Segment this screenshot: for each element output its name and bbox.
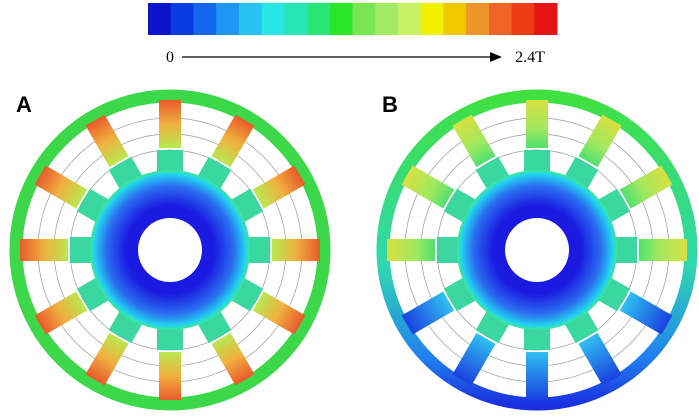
stator-pole bbox=[526, 352, 548, 400]
stator-pole bbox=[252, 291, 306, 335]
colorbar-swatch bbox=[488, 3, 513, 35]
motors bbox=[9, 89, 698, 411]
colorbar-swatch bbox=[170, 3, 194, 35]
colorbar-swatch bbox=[352, 3, 376, 35]
stator-ring bbox=[9, 89, 331, 411]
stator-pole bbox=[211, 332, 255, 386]
colorbar-swatch bbox=[329, 3, 353, 35]
colorbar-swatch bbox=[284, 3, 308, 35]
stator-pole bbox=[85, 114, 129, 168]
stator-pole bbox=[401, 165, 455, 209]
stator-pole bbox=[252, 165, 306, 209]
colorbar-swatch bbox=[148, 3, 172, 35]
stator-pole bbox=[452, 114, 496, 168]
colorbar-swatch bbox=[420, 3, 444, 35]
stator-pole bbox=[452, 332, 496, 386]
stator-pole bbox=[619, 291, 673, 335]
stator-pole bbox=[401, 291, 455, 335]
motor bbox=[9, 89, 331, 411]
stator-pole bbox=[34, 165, 88, 209]
stator-pole bbox=[578, 114, 622, 168]
stator-pole bbox=[159, 352, 181, 400]
motor bbox=[376, 89, 698, 411]
stator-pole bbox=[387, 239, 435, 261]
stator-pole bbox=[619, 165, 673, 209]
stator-pole bbox=[34, 291, 88, 335]
colorbar bbox=[148, 3, 558, 35]
colorbar-max: 2.4T bbox=[515, 49, 545, 66]
colorbar-swatch bbox=[534, 3, 558, 35]
colorbar-swatch bbox=[443, 3, 467, 35]
panel-label: B bbox=[382, 92, 398, 117]
stator-ring bbox=[376, 89, 698, 411]
colorbar-swatch bbox=[261, 3, 285, 35]
colorbar-swatch bbox=[511, 3, 535, 35]
colorbar-swatch bbox=[375, 3, 399, 35]
colorbar-swatch bbox=[216, 3, 240, 35]
colorbar-swatch bbox=[307, 3, 331, 35]
arrow-head bbox=[490, 52, 502, 62]
stator-pole bbox=[578, 332, 622, 386]
stator-pole bbox=[526, 100, 548, 148]
stator-pole bbox=[211, 114, 255, 168]
stator-pole bbox=[159, 100, 181, 148]
stator-pole bbox=[272, 239, 320, 261]
stator-pole bbox=[20, 239, 68, 261]
colorbar-min: 0 bbox=[166, 49, 174, 66]
colorbar-swatch bbox=[466, 3, 490, 35]
colorbar-swatch bbox=[238, 3, 263, 35]
colorbar-swatch bbox=[397, 3, 422, 35]
stator-pole bbox=[85, 332, 129, 386]
shaft bbox=[138, 218, 202, 282]
colorbar-swatch bbox=[193, 3, 217, 35]
stator-pole bbox=[639, 239, 687, 261]
panel-label: A bbox=[16, 92, 32, 117]
shaft bbox=[505, 218, 569, 282]
